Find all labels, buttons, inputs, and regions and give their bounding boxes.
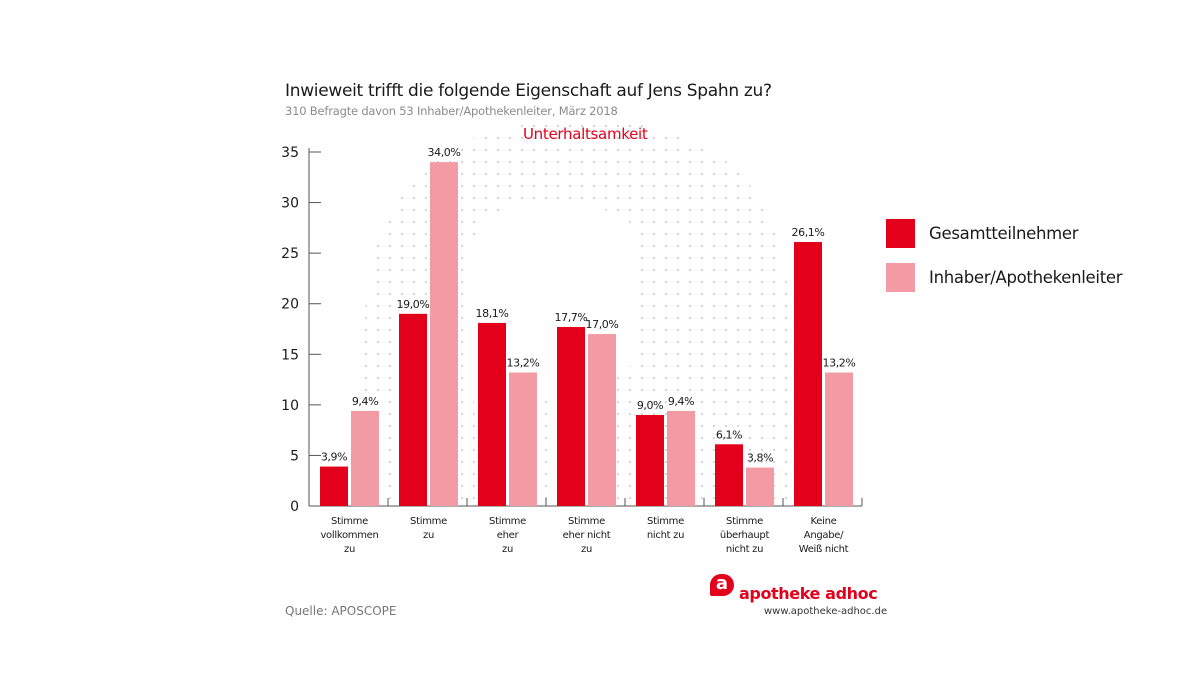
bar-gesamtteilnehmer-3	[557, 326, 585, 506]
x-tick-label: nicht zu	[647, 530, 684, 541]
x-tick-label: Stimme	[568, 516, 605, 527]
legend-item-inhaber: Inhaber/Apothekenleiter	[886, 262, 1123, 292]
data-label: 13,2%	[507, 356, 540, 369]
brand-logo[interactable]: a apotheke adhoc www.apotheke-adhoc.de	[706, 572, 887, 622]
bar-gesamtteilnehmer-4	[636, 414, 664, 506]
data-label: 3,8%	[747, 452, 773, 465]
logo-url[interactable]: www.apotheke-adhoc.de	[764, 606, 888, 617]
y-tick-label: 30	[281, 196, 299, 212]
x-tick-label: eher nicht	[563, 530, 611, 541]
legend-swatch	[886, 218, 915, 248]
y-tick-label: 15	[281, 347, 299, 363]
x-tick-label: zu	[423, 530, 434, 541]
chart-highlight-label: Unterhaltsamkeit	[523, 125, 648, 143]
bar-gesamtteilnehmer-0	[320, 466, 348, 506]
x-tick-label: zu	[581, 544, 592, 555]
x-tick-label: zu	[344, 544, 355, 555]
data-label: 19,0%	[397, 298, 430, 311]
legend-label: Gesamtteilnehmer	[929, 223, 1079, 243]
data-label: 17,7%	[555, 311, 588, 324]
source-note: Quelle: APOSCOPE	[285, 604, 397, 618]
bar-gesamtteilnehmer-6	[794, 242, 822, 506]
bar-gesamtteilnehmer-5	[715, 444, 743, 506]
data-label: 9,4%	[668, 395, 694, 408]
x-tick-label: Stimme	[647, 516, 684, 527]
data-label: 6,1%	[716, 428, 742, 441]
data-label: 9,4%	[352, 395, 378, 408]
data-label: 9,0%	[637, 399, 663, 412]
x-tick-label: Keine	[811, 516, 837, 527]
data-label: 17,0%	[586, 318, 619, 331]
data-label: 34,0%	[428, 146, 461, 159]
x-tick-label: Stimme	[726, 516, 763, 527]
data-label: 26,1%	[792, 226, 825, 239]
logo-name: apotheke adhoc	[739, 584, 878, 603]
x-tick-label: Weiß nicht	[799, 544, 849, 555]
chart-subtitle: 310 Befragte davon 53 Inhaber/Apothekenl…	[285, 104, 618, 118]
bar-inhaber-5	[746, 467, 774, 506]
x-tick-label: Stimme	[489, 516, 526, 527]
x-tick-label: eher	[497, 530, 520, 541]
bar-inhaber-0	[351, 410, 379, 506]
y-tick-label: 10	[281, 398, 299, 414]
bar-inhaber-1	[430, 162, 458, 506]
legend-item-gesamtteilnehmer: Gesamtteilnehmer	[886, 218, 1122, 248]
y-tick-label: 25	[281, 246, 299, 262]
x-tick-label: zu	[502, 544, 513, 555]
x-tick-label: nicht zu	[726, 544, 763, 555]
bar-gesamtteilnehmer-1	[399, 313, 427, 506]
bar-inhaber-3	[588, 334, 616, 506]
chart-title: Inwieweit trifft die folgende Eigenschaf…	[285, 81, 772, 101]
data-label: 13,2%	[823, 356, 856, 369]
bar-gesamtteilnehmer-2	[478, 322, 506, 506]
x-tick-label: Stimme	[331, 516, 368, 527]
y-tick-label: 35	[281, 145, 299, 161]
legend-label: Inhaber/Apothekenleiter	[929, 267, 1123, 287]
bar-inhaber-6	[825, 372, 853, 506]
bar-inhaber-2	[509, 372, 537, 506]
x-tick-label: Stimme	[410, 516, 447, 527]
y-tick-label: 20	[281, 297, 299, 313]
legend-swatch	[886, 262, 915, 292]
bar-inhaber-4	[667, 410, 695, 506]
y-tick-label: 5	[290, 448, 299, 464]
x-tick-label: überhaupt	[720, 530, 770, 541]
data-label: 18,1%	[476, 307, 509, 320]
data-label: 3,9%	[321, 451, 347, 464]
legend: Gesamtteilnehmer Inhaber/Apothekenleiter	[886, 218, 1123, 306]
y-tick-label: 0	[290, 499, 299, 515]
logo-a-icon: a	[710, 574, 734, 596]
x-tick-label: Angabe/	[804, 530, 844, 541]
x-tick-label: vollkommen	[320, 530, 378, 541]
